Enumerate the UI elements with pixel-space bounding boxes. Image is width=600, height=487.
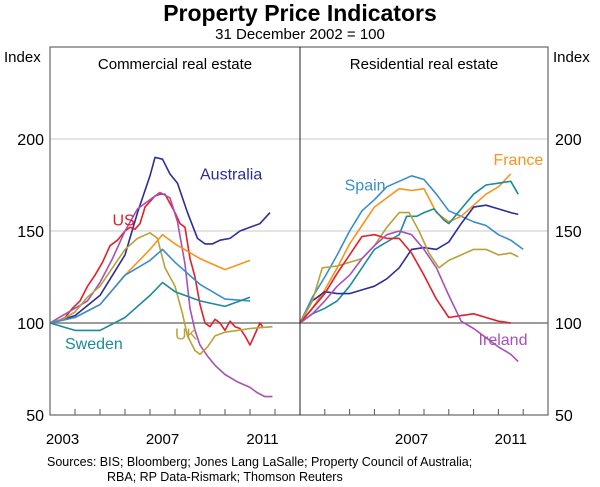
- chart-subtitle: 31 December 2002 = 100: [215, 26, 385, 43]
- y-tick-label-right: 50: [555, 408, 573, 425]
- sources-note: Sources: BIS; Bloomberg; Jones Lang LaSa…: [47, 455, 472, 485]
- x-tick-label: 2011: [246, 431, 278, 448]
- series-line-australia: [299, 204, 519, 324]
- series-line-ireland: [299, 230, 519, 363]
- series-line-spain: [299, 175, 524, 324]
- y-tick-label-left: 100: [17, 316, 44, 333]
- panel-title: Commercial real estate: [98, 56, 252, 73]
- y-tick-label-left: 50: [26, 408, 44, 425]
- y-tick-label-left: 150: [17, 224, 44, 241]
- series-line-france: [299, 173, 512, 324]
- series-label-spain: Spain: [345, 178, 386, 195]
- chart-title: Property Price Indicators: [163, 0, 437, 26]
- y-tick-label-right: 200: [555, 132, 582, 149]
- y-axis-label-left: Index: [4, 49, 41, 66]
- sources-line-1: Sources: BIS; Bloomberg; Jones Lang LaSa…: [47, 455, 473, 469]
- series-label-uk: UK: [175, 327, 198, 344]
- axis-labels: Australia US UK Sweden 2003 2007 2011 Commercia…: [4, 49, 590, 448]
- series-line-spain: [49, 248, 251, 324]
- series-label-australia: Australia: [200, 166, 262, 183]
- series-line-sweden: [49, 281, 251, 332]
- series-label-ireland: Ireland: [479, 332, 528, 349]
- series-label-sweden: Sweden: [65, 336, 123, 353]
- series-lines: [49, 156, 524, 398]
- sources-line-2: RBA; RP Data-Rismark; Thomson Reuters: [107, 470, 343, 484]
- series-line-uk: [299, 211, 519, 324]
- plot-frame: [49, 46, 549, 416]
- plot-border: [49, 46, 549, 416]
- series-label-france: France: [493, 152, 543, 169]
- y-tick-label-right: 150: [555, 224, 582, 241]
- panel-title: Residential real estate: [350, 56, 498, 73]
- x-tick-label: 2007: [395, 431, 428, 448]
- series-line-us: [299, 233, 511, 324]
- series-line-sweden: [299, 180, 519, 324]
- x-tick-label: 2003: [46, 431, 79, 448]
- y-axis-label-right: Index: [553, 49, 590, 66]
- y-tick-label-right: 100: [555, 316, 582, 333]
- x-tick-label: 2007: [146, 431, 179, 448]
- series-line-ireland: [49, 191, 273, 398]
- x-tick-label: 2011: [495, 431, 527, 448]
- series-line-france: [49, 233, 251, 324]
- series-label-us: US: [113, 212, 135, 229]
- series-line-us: [49, 193, 264, 346]
- y-tick-label-left: 200: [17, 132, 44, 149]
- series-line-uk: [49, 232, 273, 356]
